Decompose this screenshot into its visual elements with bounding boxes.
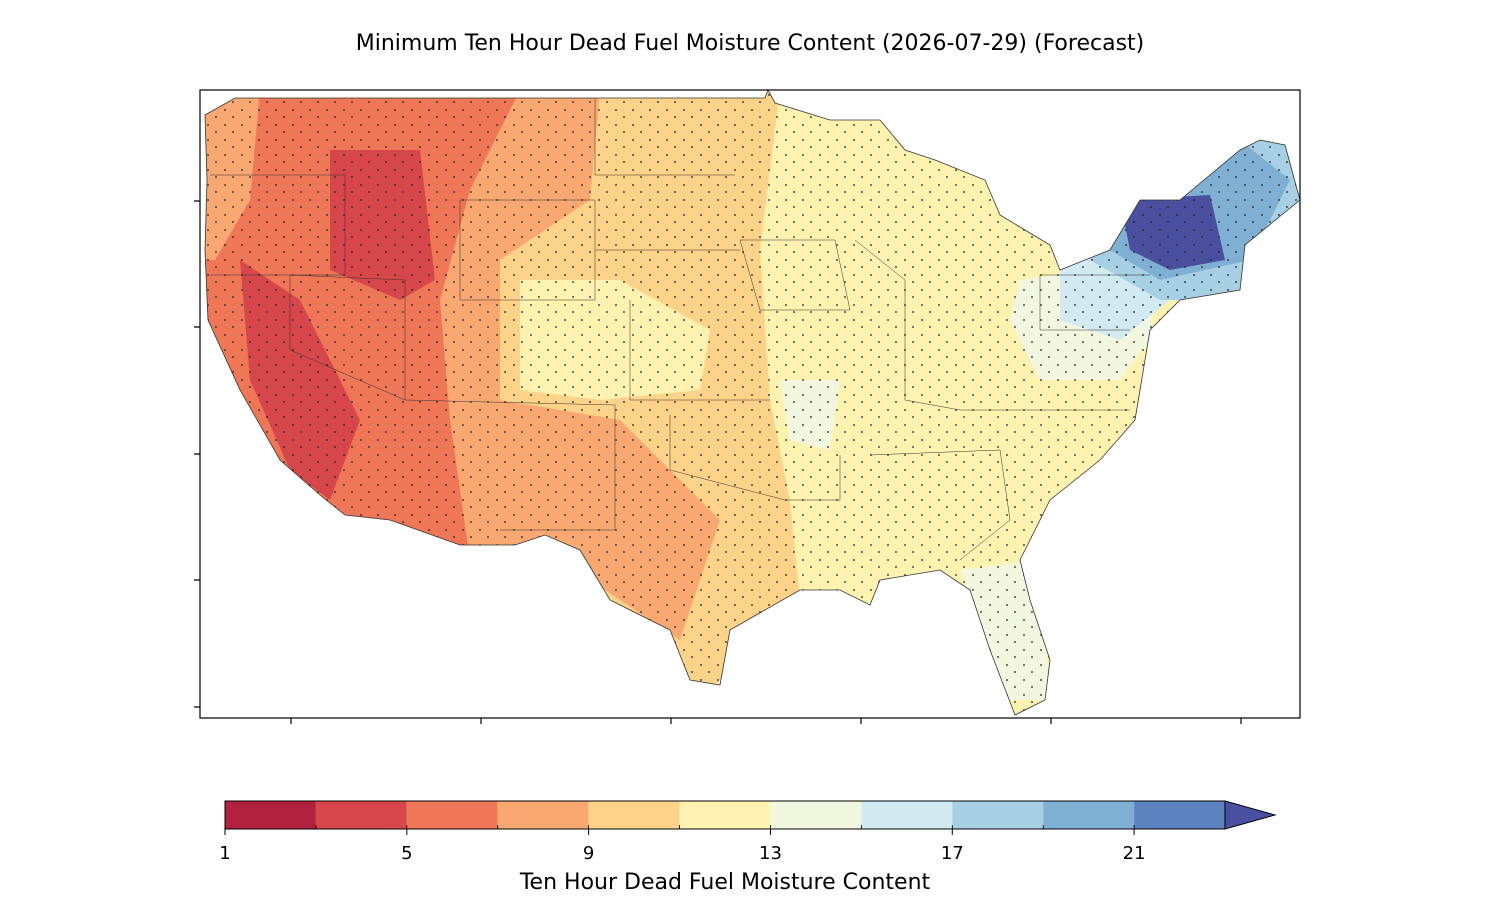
colorbar-segment [770, 801, 862, 829]
colorbar: 1 5 9 13 17 21 [219, 800, 1277, 864]
colorbar-tick-label: 13 [759, 843, 782, 864]
colorbar-segment [497, 801, 589, 829]
colorbar-segment [679, 801, 771, 829]
colorbar-extension [1224, 800, 1277, 830]
colorbar-segment [1134, 801, 1225, 829]
colorbar-segment [225, 801, 316, 829]
colorbar-segment [952, 801, 1044, 829]
colorbar-segment [406, 801, 498, 829]
colorbar-segment [1043, 801, 1135, 829]
colorbar-frame [224, 800, 1226, 830]
colorbar-tick-label: 17 [941, 843, 964, 864]
colorbar-tick-label: 21 [1123, 843, 1146, 864]
colorbar-segment [861, 801, 953, 829]
colorbar-tick-label: 5 [401, 843, 412, 864]
colorbar-tick-label: 1 [219, 843, 230, 864]
colorbar-segment [315, 801, 407, 829]
colorbar-segment [588, 801, 680, 829]
colorbar-label: Ten Hour Dead Fuel Moisture Content [519, 870, 931, 895]
map-axes [194, 89, 1301, 724]
title: Minimum Ten Hour Dead Fuel Moisture Cont… [356, 31, 1145, 56]
map [204, 89, 1301, 716]
colorbar-tick-label: 9 [583, 843, 594, 864]
